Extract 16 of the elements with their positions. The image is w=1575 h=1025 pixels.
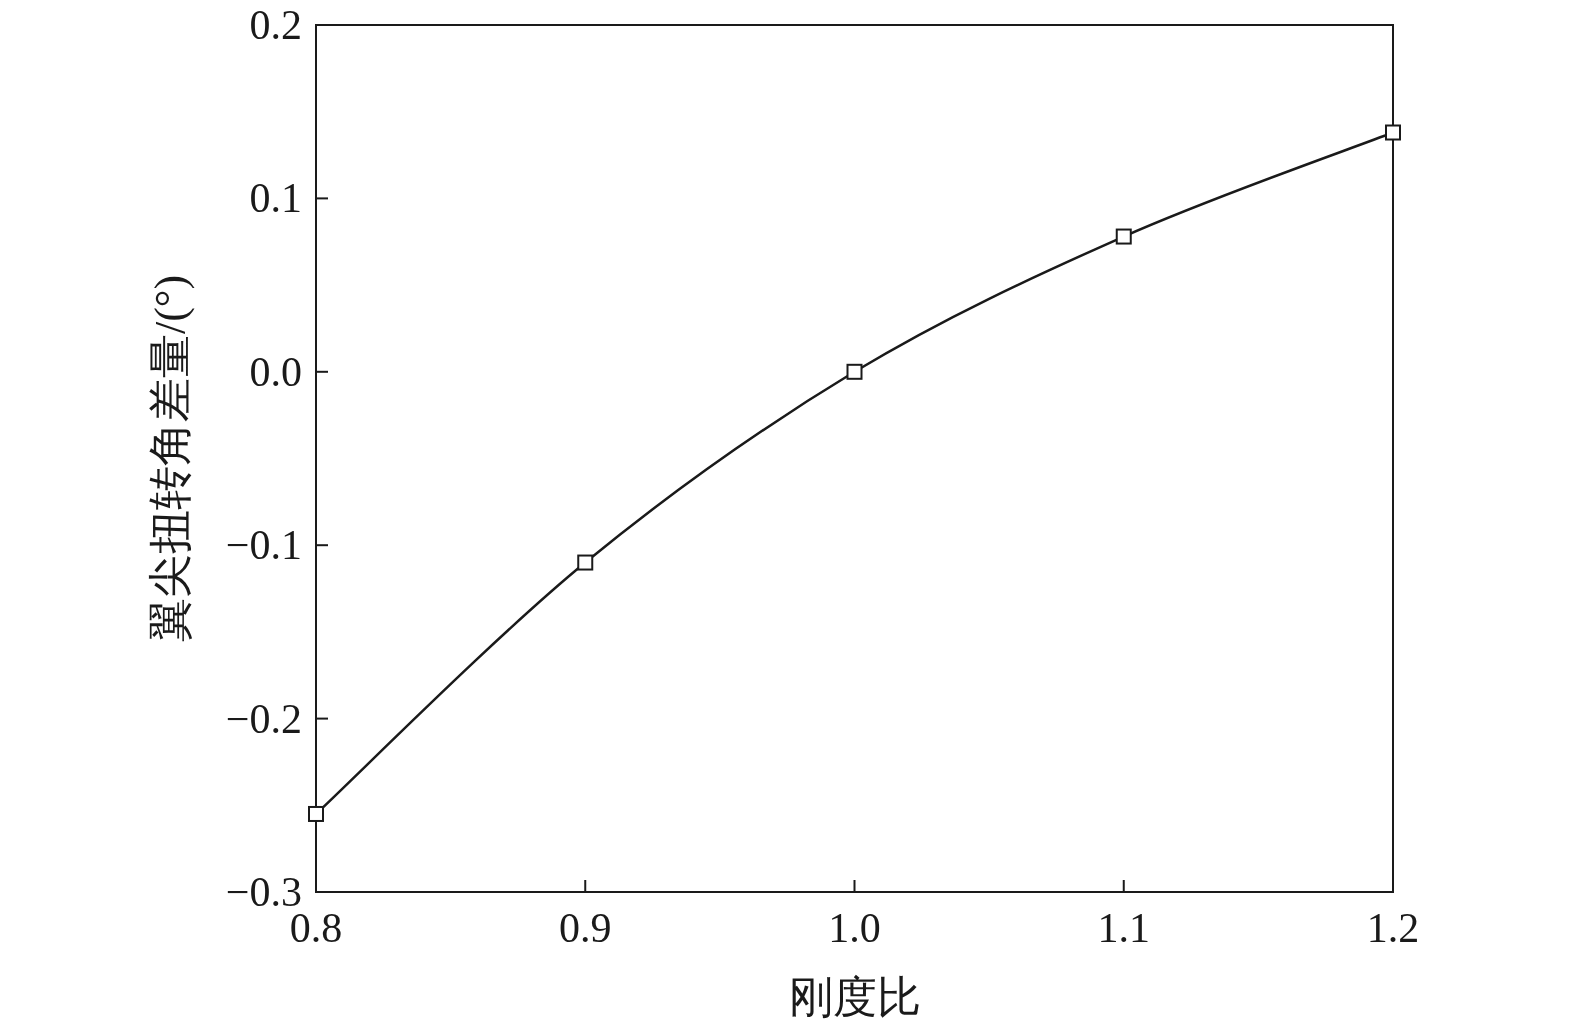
x-axis-title: 刚度比 xyxy=(788,973,921,1022)
y-tick-label: −0.2 xyxy=(225,695,302,742)
y-tick-label: 0.0 xyxy=(249,348,302,395)
y-tick-label: −0.1 xyxy=(225,522,302,569)
x-tick-label: 1.0 xyxy=(828,905,881,951)
point xyxy=(577,554,594,571)
x-tick-label: 1.1 xyxy=(1097,905,1150,951)
point xyxy=(1115,228,1132,245)
y-axis-title: 翼尖扭转角差量/(°) xyxy=(146,274,195,643)
y-tick-label: 0.1 xyxy=(249,175,302,222)
x-tick-label: 0.9 xyxy=(559,905,612,951)
point xyxy=(1385,124,1401,141)
x-tick-label: 1.2 xyxy=(1366,905,1420,951)
point xyxy=(308,805,324,822)
y-tick-label: 0.2 xyxy=(249,2,302,48)
point xyxy=(846,363,863,380)
